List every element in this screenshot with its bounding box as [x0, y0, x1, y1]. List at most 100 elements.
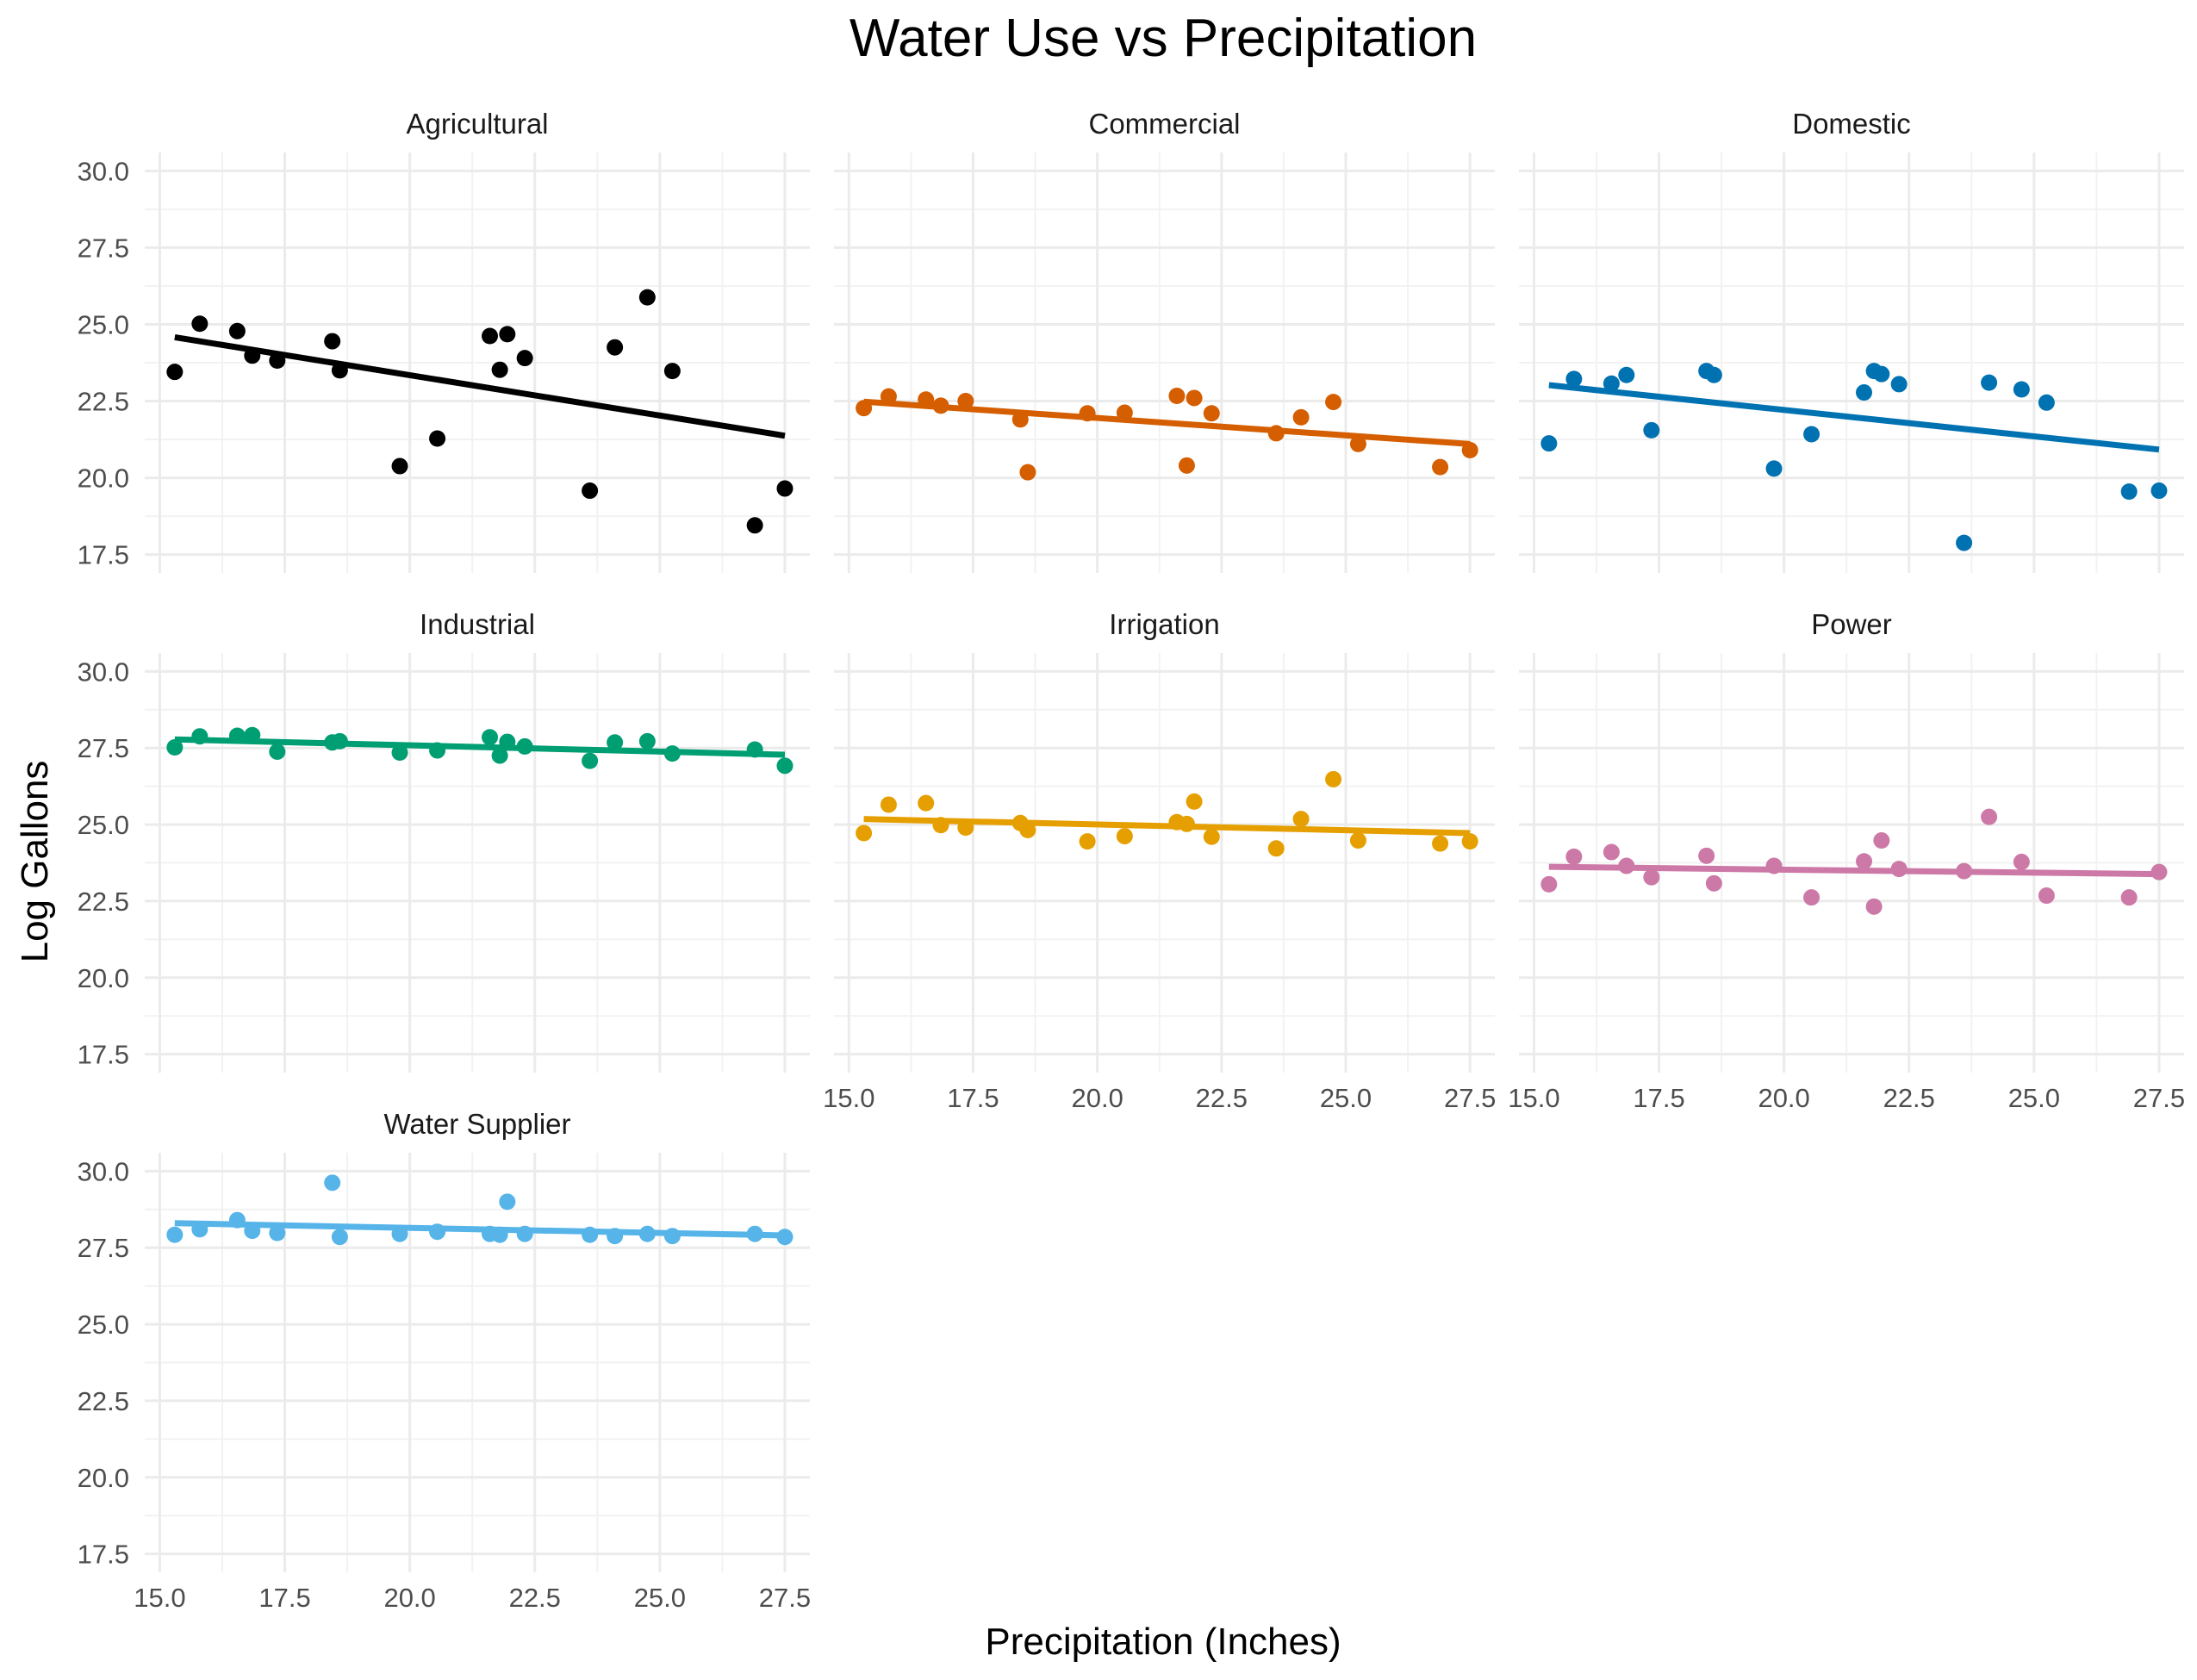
data-point-agricultural [607, 339, 624, 356]
data-point-power [1540, 875, 1558, 893]
data-point-water-supplier [746, 1225, 763, 1242]
data-point-industrial [638, 732, 656, 750]
panel-irrigation: Irrigation 15.0 17.5 20.0 22.5 25.0 27.5 [823, 608, 1496, 1113]
y-tick-label: 25.0 [78, 810, 129, 840]
data-point-water-supplier [391, 1225, 408, 1242]
data-point-industrial [166, 738, 184, 756]
data-point-irrigation [856, 824, 873, 842]
data-point-industrial [776, 757, 794, 775]
data-point-domestic [1765, 460, 1783, 477]
data-point-power [2150, 863, 2168, 880]
data-point-water-supplier [269, 1224, 286, 1241]
data-point-irrigation [1116, 828, 1133, 845]
data-point-commercial [1011, 411, 1029, 428]
data-point-irrigation [1461, 833, 1478, 850]
data-point-domestic [1873, 365, 1890, 383]
data-point-water-supplier [607, 1228, 624, 1245]
y-tick-label: 17.5 [78, 540, 129, 570]
data-point-commercial [1203, 405, 1220, 422]
y-tick-label: 27.5 [78, 733, 129, 763]
facet-label-agricultural: Agricultural [406, 108, 548, 140]
data-point-agricultural [228, 322, 246, 339]
y-tick-label: 27.5 [78, 233, 129, 263]
data-point-water-supplier [429, 1223, 446, 1241]
data-point-domestic [1705, 366, 1722, 383]
data-point-agricultural [516, 350, 533, 367]
trend-line-agricultural [174, 333, 786, 439]
data-point-agricultural [429, 430, 446, 447]
facet-label-irrigation: Irrigation [1109, 608, 1219, 640]
data-point-domestic [1981, 374, 1998, 391]
data-point-water-supplier [638, 1225, 656, 1242]
data-point-irrigation [1019, 821, 1036, 838]
panel-water-supplier: Water Supplier 17.5 20.0 22.5 25.0 27.5 30.0 15… [78, 1108, 811, 1613]
x-tick-label: 17.5 [1633, 1083, 1684, 1113]
data-point-irrigation [1432, 835, 1449, 852]
data-point-water-supplier [582, 1226, 599, 1243]
data-point-domestic [1956, 534, 1973, 551]
data-point-water-supplier [516, 1225, 533, 1242]
data-point-commercial [1116, 404, 1133, 421]
data-point-agricultural [191, 315, 208, 333]
data-point-agricultural [638, 289, 656, 306]
data-point-power [2013, 853, 2030, 870]
data-point-water-supplier [491, 1226, 508, 1243]
data-point-industrial [228, 727, 246, 744]
data-point-water-supplier [324, 1174, 341, 1192]
data-point-domestic [1540, 435, 1558, 452]
trend-line-industrial [174, 736, 786, 758]
data-point-industrial [191, 728, 208, 745]
data-point-power [2120, 889, 2138, 906]
data-point-domestic [2120, 483, 2138, 501]
data-point-power [1981, 808, 1998, 825]
data-point-commercial [918, 391, 935, 408]
data-point-power [1603, 843, 1620, 861]
x-tick-label: 22.5 [509, 1583, 561, 1613]
data-point-irrigation [1267, 840, 1285, 857]
data-point-power [1643, 868, 1660, 886]
data-point-commercial [1186, 389, 1203, 407]
panel-industrial: Industrial 17.5 20.0 22.5 25.0 27.5 30.0 [78, 608, 810, 1073]
data-point-agricultural [482, 327, 499, 345]
y-tick-label: 20.0 [78, 1463, 129, 1493]
data-point-water-supplier [244, 1223, 261, 1240]
data-point-water-supplier [499, 1193, 516, 1210]
data-point-irrigation [932, 817, 949, 834]
trend-line-domestic [1548, 382, 2160, 453]
data-point-domestic [2038, 394, 2055, 411]
data-point-power [1565, 848, 1583, 865]
panel-domestic: Domestic [1519, 108, 2184, 573]
data-point-domestic [1618, 366, 1635, 383]
data-point-power [1856, 853, 1873, 870]
trend-line-power [1548, 863, 2160, 878]
chart-title: Water Use vs Precipitation [850, 9, 1477, 68]
x-axis-title: Precipitation (Inches) [985, 1621, 1341, 1663]
data-point-industrial [391, 744, 408, 762]
data-point-domestic [1856, 384, 1873, 401]
data-point-power [1873, 832, 1890, 849]
data-point-commercial [1292, 408, 1310, 426]
data-point-commercial [1267, 425, 1285, 442]
y-tick-label: 17.5 [78, 1040, 129, 1070]
y-tick-label: 22.5 [78, 387, 129, 417]
data-point-agricultural [324, 333, 341, 350]
data-point-commercial [1079, 405, 1096, 422]
data-point-commercial [1349, 435, 1366, 452]
y-tick-label: 20.0 [78, 963, 129, 993]
data-point-industrial [582, 752, 599, 769]
facet-label-commercial: Commercial [1088, 108, 1240, 140]
data-point-agricultural [491, 361, 508, 378]
data-point-commercial [1168, 387, 1186, 404]
data-point-commercial [1019, 464, 1036, 481]
data-point-irrigation [1292, 811, 1310, 828]
data-point-commercial [1461, 442, 1478, 459]
data-point-industrial [482, 729, 499, 746]
data-point-commercial [856, 400, 873, 417]
data-point-industrial [607, 734, 624, 751]
data-point-agricultural [391, 457, 408, 475]
facet-label-domestic: Domestic [1792, 108, 1911, 140]
data-point-domestic [1603, 375, 1620, 392]
data-point-industrial [429, 742, 446, 759]
data-point-power [1698, 847, 1715, 864]
